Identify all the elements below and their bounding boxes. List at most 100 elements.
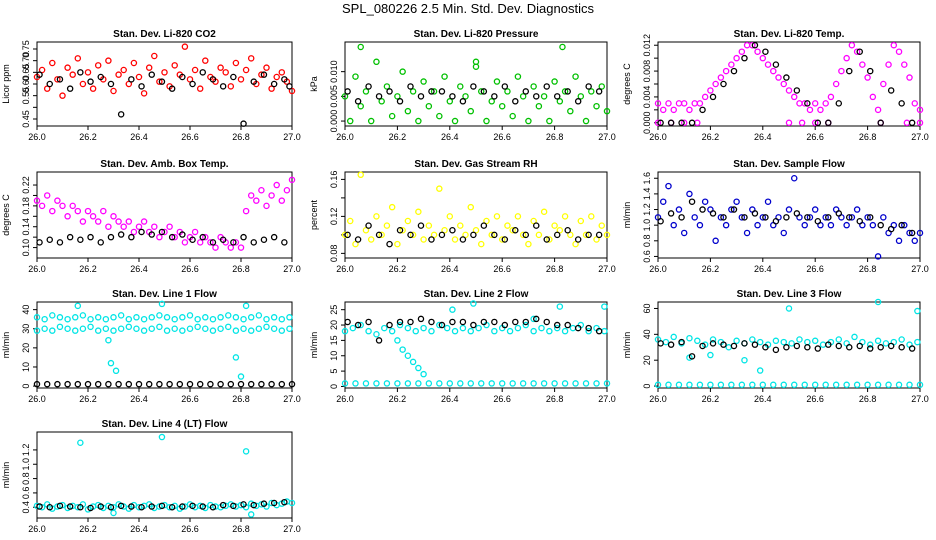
data-point [459,324,467,332]
data-point [64,380,71,388]
data-point [438,231,446,239]
data-point [87,323,94,331]
data-point [556,303,564,310]
x-tick-label: 27.0 [598,132,616,142]
data-point [582,117,590,125]
x-tick-label: 27.0 [598,394,616,404]
data-point [906,381,913,389]
data-point [491,93,498,100]
y-tick-label: 0.8 [642,235,652,248]
data-point [283,186,291,194]
data-point [785,119,793,127]
data-point [344,231,351,239]
data-point [772,346,780,354]
series-2 [654,119,924,127]
data-point [199,69,206,76]
data-point [814,119,822,127]
data-point [87,233,94,241]
data-point [64,213,71,220]
data-point [49,59,56,67]
data-point [247,55,255,62]
series-3 [344,83,603,105]
data-point [194,323,201,331]
data-point [156,233,163,241]
data-point [770,381,777,389]
data-point [56,314,64,321]
data-point [354,321,362,329]
data-point [546,327,553,335]
data-point [804,344,811,351]
data-point [79,312,87,319]
data-point [874,337,882,345]
data-point [582,231,590,239]
data-point [546,117,553,125]
y-tick-label: 1.2 [21,444,31,457]
data-point [404,107,412,115]
data-point [709,93,717,101]
data-point [480,318,488,326]
data-point [84,380,92,388]
data-point [33,327,41,334]
x-tick-label: 26.8 [232,264,250,274]
data-point [438,321,446,329]
x-tick-label: 26.2 [79,264,97,274]
data-point [564,88,571,95]
data-point [140,218,148,225]
data-point [232,314,240,321]
data-point [743,229,751,237]
data-point [168,503,176,511]
x-tick-label: 26.2 [389,132,407,142]
data-point [827,221,835,229]
data-point [796,336,803,343]
data-point [754,48,761,55]
data-point [97,239,105,246]
data-point [43,192,51,199]
data-point [525,117,532,125]
data-point [585,83,592,90]
data-point [207,239,214,246]
data-point [273,73,280,81]
data-point [428,318,435,326]
data-point [567,231,574,239]
y-tick-label: 0.14 [21,218,31,236]
data-point [219,236,227,244]
data-point [741,214,748,221]
data-point [688,198,696,205]
data-point [268,85,275,92]
data-point [451,236,459,243]
data-point [105,336,112,344]
data-point [125,323,133,331]
data-point [480,88,488,95]
data-point [895,48,903,55]
data-point [780,381,788,389]
data-point [694,119,701,127]
plot-frame [344,171,608,259]
data-point [191,66,199,74]
data-point [102,315,110,323]
data-point [240,501,247,508]
data-point [219,501,227,509]
data-point [686,334,693,342]
data-point [556,98,564,105]
data-point [388,203,396,211]
data-point [79,80,87,88]
data-point [240,233,247,241]
data-point [151,52,158,60]
x-tick-label: 26.4 [130,132,148,142]
data-point [709,336,717,343]
data-point [74,503,82,511]
data-point [585,324,592,332]
data-point [72,314,79,321]
data-point [373,58,380,66]
data-point [866,214,874,221]
data-point [420,78,427,85]
data-point [420,324,427,332]
data-point [222,69,229,76]
y-tick-label: 0.16 [329,171,339,189]
data-point [375,93,383,100]
series-1 [341,58,611,125]
data-point [179,503,186,510]
data-point [540,208,548,216]
data-point [675,381,683,389]
data-point [191,228,199,236]
